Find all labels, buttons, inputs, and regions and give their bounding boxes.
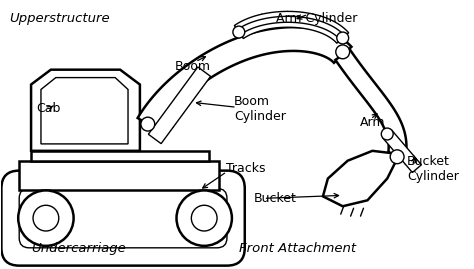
Text: Front Attachment: Front Attachment: [239, 242, 356, 255]
Circle shape: [33, 205, 59, 231]
Text: Tracks: Tracks: [226, 162, 265, 175]
Polygon shape: [336, 50, 407, 155]
Circle shape: [191, 205, 217, 231]
Polygon shape: [31, 70, 140, 151]
Polygon shape: [237, 16, 345, 40]
Text: Cab: Cab: [36, 102, 60, 115]
Circle shape: [141, 117, 155, 131]
Circle shape: [337, 32, 349, 44]
Circle shape: [390, 150, 404, 164]
FancyBboxPatch shape: [1, 171, 245, 266]
Circle shape: [381, 128, 393, 140]
Polygon shape: [148, 67, 210, 144]
Text: Upperstructure: Upperstructure: [9, 12, 110, 25]
FancyBboxPatch shape: [19, 189, 227, 248]
Circle shape: [233, 26, 245, 38]
Polygon shape: [31, 151, 209, 161]
Text: Bucket: Bucket: [254, 192, 297, 205]
Text: Bucket
Cylinder: Bucket Cylinder: [407, 155, 459, 183]
Circle shape: [336, 45, 350, 59]
Polygon shape: [19, 161, 219, 190]
Polygon shape: [323, 151, 397, 206]
Polygon shape: [383, 130, 421, 172]
Text: Arm Cylinder: Arm Cylinder: [276, 12, 358, 25]
Circle shape: [176, 190, 232, 246]
Polygon shape: [234, 11, 349, 43]
Text: Boom
Cylinder: Boom Cylinder: [234, 95, 286, 123]
Circle shape: [18, 190, 73, 246]
Polygon shape: [137, 27, 352, 130]
Polygon shape: [41, 77, 128, 144]
Text: Arm: Arm: [360, 116, 385, 129]
Text: Boom: Boom: [174, 60, 210, 73]
Text: Undercarriage: Undercarriage: [31, 242, 126, 255]
